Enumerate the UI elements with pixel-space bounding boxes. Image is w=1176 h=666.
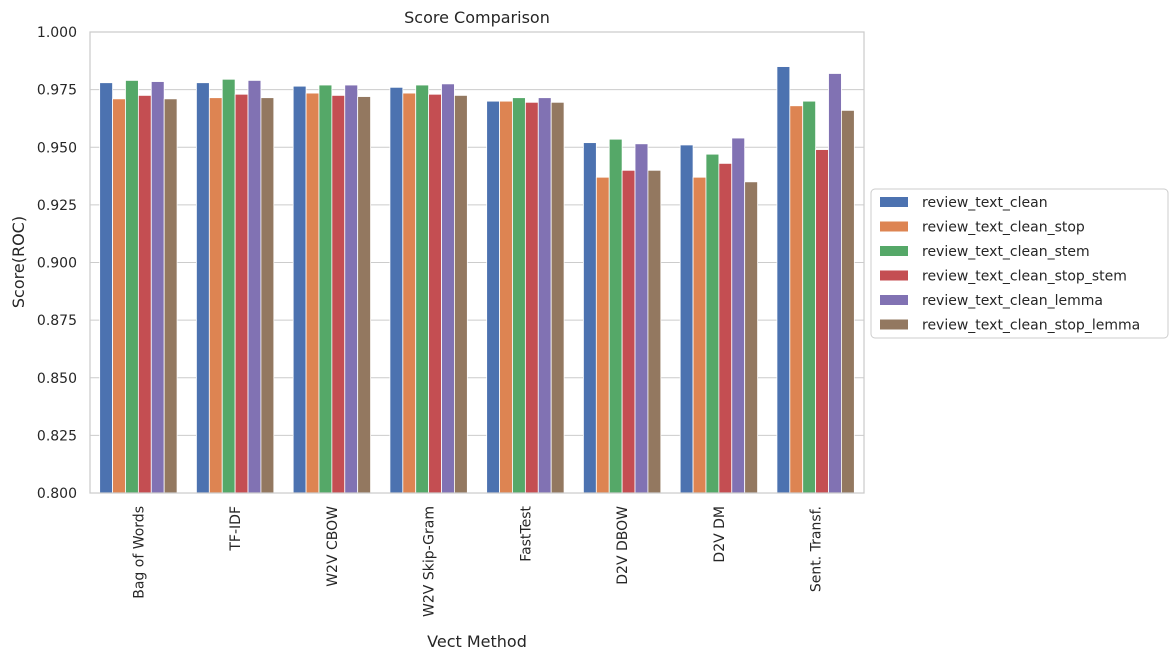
x-axis-title: Vect Method bbox=[427, 632, 527, 651]
legend-swatch bbox=[880, 295, 908, 305]
y-tick-labels: 0.800 0.825 0.850 0.875 0.900 0.925 0.950 0.975… bbox=[37, 25, 77, 502]
legend-swatch bbox=[880, 246, 908, 256]
legend-label: review_text_clean_stop_lemma bbox=[922, 318, 1140, 334]
legend-items: review_text_clean review_text_clean_stopr… bbox=[880, 195, 1140, 334]
bar-review_text_clean_stop-2 bbox=[305, 92, 320, 494]
x-tick-label: D2V DBOW bbox=[615, 506, 631, 585]
y-tick-label: 0.825 bbox=[37, 428, 77, 444]
bar-review_text_clean_stop_stem-3 bbox=[428, 93, 442, 494]
bar-review_text_clean_stop_lemma-5 bbox=[647, 169, 662, 494]
y-tick-label: 1.000 bbox=[37, 25, 77, 41]
bar-review_text_clean_stop_lemma-0 bbox=[163, 98, 178, 494]
bar-review_text_clean_stop_lemma-6 bbox=[744, 181, 758, 494]
bar-review_text_clean_stop_stem-6 bbox=[718, 162, 733, 494]
bar-review_text_clean_lemma-4 bbox=[537, 97, 552, 494]
bar-review_text_clean-5 bbox=[583, 142, 597, 494]
bar-review_text_clean_stem-4 bbox=[512, 97, 526, 494]
legend: review_text_clean review_text_clean_stopr… bbox=[870, 188, 1169, 339]
legend-swatch bbox=[880, 197, 908, 207]
bar-review_text_clean_stop-3 bbox=[402, 92, 417, 494]
y-tick-label: 0.925 bbox=[37, 198, 77, 214]
legend-swatch bbox=[880, 221, 908, 232]
bar-review_text_clean_stop_stem-2 bbox=[331, 94, 346, 494]
y-tick-label: 0.850 bbox=[37, 371, 77, 387]
y-tick-label: 0.800 bbox=[37, 486, 77, 502]
bar-review_text_clean_stop-7 bbox=[789, 105, 804, 494]
legend-label: review_text_clean_stem bbox=[922, 244, 1090, 260]
bar-review_text_clean_stop_lemma-2 bbox=[357, 96, 371, 494]
bar-review_text_clean_lemma-2 bbox=[344, 84, 359, 494]
bar-review_text_clean_stop_lemma-1 bbox=[260, 97, 275, 494]
y-tick-label: 0.900 bbox=[37, 256, 77, 272]
bar-review_text_clean_lemma-0 bbox=[150, 81, 165, 494]
legend-label: review_text_clean_stop_stem bbox=[922, 269, 1127, 285]
bar-review_text_clean-6 bbox=[679, 144, 694, 494]
bar-review_text_clean_stop_stem-5 bbox=[621, 169, 636, 494]
bar-review_text_clean_stop-0 bbox=[112, 98, 126, 494]
bar-review_text_clean-3 bbox=[389, 86, 404, 494]
bar-review_text_clean-2 bbox=[292, 85, 307, 494]
x-tick-label: TF-IDF bbox=[228, 506, 244, 552]
x-tick-label: D2V DM bbox=[712, 506, 728, 563]
bar-review_text_clean-4 bbox=[486, 100, 500, 494]
legend-label: review_text_clean_lemma bbox=[922, 293, 1103, 309]
x-tick-label: W2V Skip-Gram bbox=[422, 506, 438, 617]
bar-review_text_clean_stop-5 bbox=[595, 176, 610, 494]
bar-review_text_clean_lemma-1 bbox=[247, 80, 262, 494]
bar-review_text_clean-0 bbox=[99, 82, 113, 494]
bar-review_text_clean_lemma-3 bbox=[441, 83, 455, 494]
x-tick-labels: Bag of Words TF-IDF W2V CBOW W2V Skip-Gram F… bbox=[131, 505, 824, 616]
bar-review_text_clean_stop-4 bbox=[499, 100, 513, 494]
legend-label: review_text_clean bbox=[922, 195, 1048, 211]
x-tick-label: Sent. Transf. bbox=[809, 506, 825, 592]
bar-review_text_clean_stop_lemma-4 bbox=[550, 101, 565, 494]
legend-frame bbox=[870, 188, 1169, 339]
legend-swatch bbox=[880, 270, 908, 281]
bar-review_text_clean-7 bbox=[776, 66, 791, 494]
bar-review_text_clean_stop_lemma-3 bbox=[454, 94, 468, 494]
bar-review_text_clean_stem-7 bbox=[802, 100, 817, 494]
bar-review_text_clean_stem-5 bbox=[608, 138, 623, 494]
bar-review_text_clean_stop_stem-1 bbox=[234, 93, 249, 494]
bar-review_text_clean_stop_lemma-7 bbox=[841, 109, 855, 494]
x-tick-label: W2V CBOW bbox=[325, 506, 341, 587]
bar-review_text_clean_stem-6 bbox=[705, 153, 720, 494]
bar-review_text_clean_stop-1 bbox=[208, 97, 223, 494]
legend-label: review_text_clean_stop bbox=[922, 220, 1085, 236]
bar-review_text_clean_stop_stem-7 bbox=[815, 149, 829, 494]
bar-review_text_clean_lemma-7 bbox=[828, 73, 842, 494]
y-tick-label: 0.975 bbox=[37, 83, 77, 99]
x-tick-label: FastTest bbox=[518, 505, 534, 561]
x-tick-label: Bag of Words bbox=[131, 506, 147, 599]
bar-review_text_clean_lemma-5 bbox=[634, 143, 649, 494]
bar-review_text_clean-1 bbox=[196, 82, 210, 494]
bar-review_text_clean_stem-2 bbox=[318, 84, 333, 494]
y-tick-label: 0.875 bbox=[37, 313, 77, 329]
bar-review_text_clean_stop-6 bbox=[692, 176, 707, 494]
bar-review_text_clean_stem-0 bbox=[125, 80, 139, 494]
bar-review_text_clean_stop_stem-0 bbox=[137, 94, 152, 494]
bar-review_text_clean_lemma-6 bbox=[731, 137, 746, 494]
bar-review_text_clean_stem-3 bbox=[415, 84, 430, 494]
bar-review_text_clean_stop_stem-4 bbox=[524, 101, 539, 494]
y-tick-label: 0.950 bbox=[37, 140, 77, 156]
plot-frame bbox=[89, 31, 865, 494]
legend-swatch bbox=[880, 319, 908, 330]
chart-title: Score Comparison bbox=[404, 8, 550, 27]
bar-review_text_clean_stem-1 bbox=[221, 78, 236, 494]
y-axis-title: Score(ROC) bbox=[9, 216, 28, 308]
